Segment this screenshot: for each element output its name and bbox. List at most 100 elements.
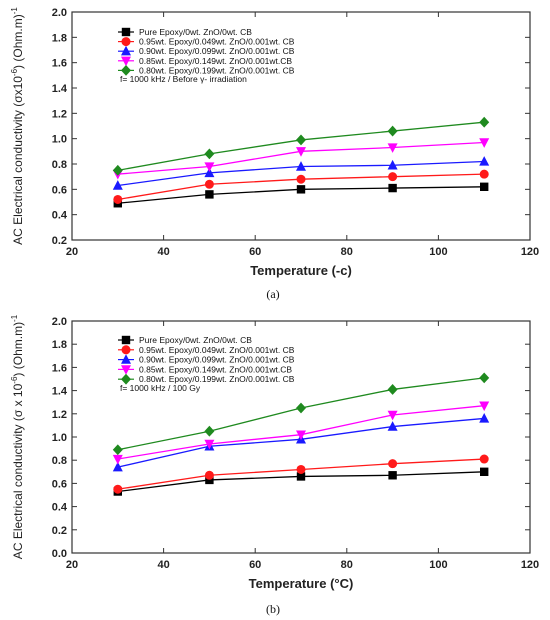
data-point <box>205 475 214 485</box>
data-point <box>296 464 306 474</box>
data-point <box>387 159 398 170</box>
y-tick-label: 0.2 <box>52 235 67 247</box>
y-axis-title-main: AC Electrical conductivity (σx10 <box>11 76 25 245</box>
data-point <box>204 470 214 480</box>
data-point <box>479 454 489 464</box>
x-tick-label: 80 <box>341 246 353 258</box>
y-axis-title-sup: -6 <box>10 68 19 76</box>
legend-label: 0.90wt. Epoxy/0.099wt. ZnO/0.001wt. CB <box>139 46 295 56</box>
x-tick-label: 60 <box>249 559 261 571</box>
legend-note: f= 1000 kHz / Before γ- irradiation <box>120 74 247 84</box>
data-point <box>204 439 215 450</box>
legend-label: Pure Epoxy/0wt. ZnO/0wt. CB <box>139 27 252 37</box>
data-point <box>388 183 397 193</box>
x-tick-label: 120 <box>521 559 539 571</box>
x-tick-label: 100 <box>429 559 447 571</box>
y-tick-label: 0.0 <box>52 548 67 560</box>
data-point <box>387 384 398 395</box>
y-axis-title-tail-sup: -1 <box>10 314 19 322</box>
y-tick-label: 1.6 <box>52 58 67 70</box>
data-point <box>112 164 123 176</box>
data-point <box>480 467 489 476</box>
data-point <box>296 185 306 194</box>
y-axis-title: AC Electrical conductivity (σx10-6) (Ohm… <box>10 7 25 245</box>
data-point <box>113 484 123 494</box>
legend-label: 0.95wt. Epoxy/0.049wt. ZnO/0.001wt. CB <box>139 345 295 355</box>
y-tick-label: 1.4 <box>52 386 68 398</box>
y-tick-label: 1.2 <box>52 409 67 421</box>
y-tick-label: 1.8 <box>52 339 67 351</box>
x-tick-label: 20 <box>66 246 78 258</box>
data-point <box>112 180 123 190</box>
legend-marker <box>121 354 131 364</box>
y-axis-title-tail: ) (Ohm.m) <box>11 322 25 377</box>
x-axis-title: Temperature (°C) <box>249 576 354 591</box>
data-point <box>479 138 490 148</box>
y-tick-label: 0.4 <box>52 210 68 222</box>
data-point <box>387 421 398 431</box>
y-axis-title-main: AC Electrical conductivity (σ x 10 <box>11 383 25 559</box>
y-axis-title-sup: -6 <box>10 376 19 384</box>
legend-label: 0.80wt. Epoxy/0.199wt. ZnO/0.001wt. CB <box>139 65 295 75</box>
data-point <box>388 471 397 480</box>
legend-note: f= 1000 kHz / 100 Gy <box>120 383 201 393</box>
data-point <box>479 413 490 423</box>
data-point <box>296 134 306 146</box>
data-point <box>112 454 123 465</box>
y-tick-label: 1.0 <box>52 134 67 146</box>
legend-marker <box>121 345 131 355</box>
data-point <box>387 143 398 153</box>
plot-frame <box>71 11 531 241</box>
y-tick-label: 1.0 <box>52 432 67 444</box>
data-point <box>387 410 398 421</box>
data-point <box>479 401 490 412</box>
data-point <box>112 461 123 472</box>
legend-label: 0.80wt. Epoxy/0.199wt. ZnO/0.001wt. CB <box>139 374 295 384</box>
y-tick-label: 0.8 <box>52 455 67 467</box>
x-tick-label: 100 <box>429 246 447 258</box>
data-point <box>204 425 215 437</box>
data-point <box>112 444 123 456</box>
data-point <box>388 172 398 182</box>
data-point <box>204 179 214 189</box>
legend-label: Pure Epoxy/0wt. ZnO/0wt. CB <box>139 335 252 345</box>
data-point <box>296 430 306 441</box>
data-point <box>296 402 306 414</box>
y-tick-label: 0.8 <box>52 159 67 171</box>
data-point <box>113 194 123 204</box>
legend-label: 0.85wt. Epoxy/0.149wt. ZnO/0.001wt.CB <box>139 364 292 374</box>
legend-label: 0.85wt. Epoxy/0.149wt. ZnO/0.001wt.CB <box>139 56 292 66</box>
chart-panel-b: 20 40 60 80 100 120 0.0 0.2 0.4 0.6 0.8 1.0 1.2 1.4 1.… <box>10 314 539 616</box>
data-point <box>388 459 398 469</box>
y-tick-label: 2.0 <box>52 7 67 19</box>
legend-label: 0.90wt. Epoxy/0.099wt. ZnO/0.001wt. CB <box>139 355 295 365</box>
legend-marker <box>121 335 131 345</box>
y-tick-label: 0.2 <box>52 525 67 537</box>
y-tick-label: 2.0 <box>52 316 67 328</box>
y-axis-title-tail: ) (Ohm.m) <box>11 14 25 69</box>
x-tick-label: 120 <box>521 246 539 258</box>
x-tick-label: 40 <box>157 559 169 571</box>
panel-caption: (a) <box>266 287 279 301</box>
data-point <box>479 116 490 128</box>
y-tick-label: 0.6 <box>52 184 67 196</box>
legend-marker <box>121 65 131 76</box>
x-tick-label: 80 <box>341 559 353 571</box>
legend-marker <box>121 27 131 37</box>
y-axis-title-tail-sup: -1 <box>10 7 19 15</box>
x-tick-label: 40 <box>157 246 169 258</box>
y-tick-label: 1.4 <box>52 83 68 95</box>
legend-marker <box>121 37 131 47</box>
legend-marker <box>121 45 131 56</box>
x-tick-label: 60 <box>249 246 261 258</box>
data-point <box>204 167 215 178</box>
data-point <box>480 182 489 191</box>
y-axis-title: AC Electrical conductivity (σ x 10-6) (O… <box>10 314 25 559</box>
data-point <box>479 156 490 166</box>
data-point <box>296 147 306 157</box>
y-tick-label: 0.6 <box>52 478 67 490</box>
x-tick-label: 20 <box>66 559 78 571</box>
data-point <box>204 162 215 172</box>
data-point <box>205 190 214 199</box>
